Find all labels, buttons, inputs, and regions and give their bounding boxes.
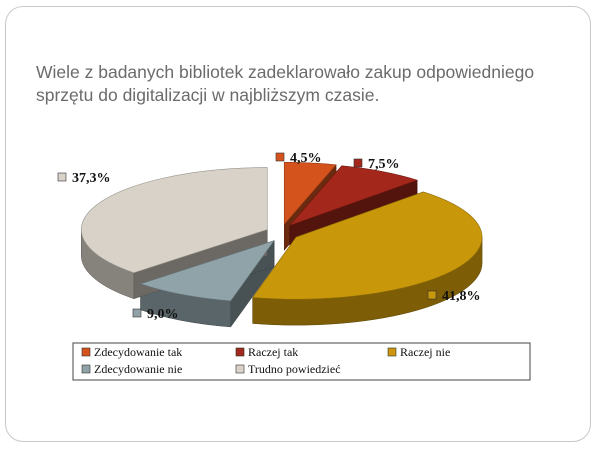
data-label-marker-zdecydowanie-tak: [275, 152, 285, 162]
slide-title: Wiele z badanych bibliotek zadeklarowało…: [36, 62, 535, 105]
legend-entry-zdecydowanie-tak: Zdecydowanie tak: [94, 345, 182, 359]
data-label-zdecydowanie-tak: 4,5%: [290, 151, 322, 166]
legend-swatch-zdecydowanie-tak: [81, 347, 91, 357]
pie-labels: 4,5% 7,5% 41,8% 9,0% 37,3%: [57, 151, 481, 322]
data-label-zdecydowanie-nie: 9,0%: [147, 307, 179, 322]
legend-box: [72, 342, 531, 381]
legend-swatch-zdecydowanie-nie: [81, 364, 91, 374]
legend-entry-trudno-powiedziec: Trudno powiedzieć: [248, 362, 341, 376]
legend-swatch-raczej-nie: [387, 347, 397, 357]
pie-slice-raczej-nie: [252, 191, 483, 300]
data-label-marker-raczej-tak: [353, 158, 363, 168]
pie-slice-zdecydowanie-tak: [283, 161, 337, 226]
data-label-raczej-nie: 41,8%: [442, 289, 481, 304]
legend-swatch-trudno-powiedziec: [235, 364, 245, 374]
legend-swatch-raczej-tak: [235, 347, 245, 357]
legend-entry-raczej-nie: Raczej nie: [400, 345, 450, 359]
legend-entry-raczej-tak: Raczej tak: [248, 345, 298, 359]
pie-tops: [80, 161, 483, 302]
data-label-raczej-tak: 7,5%: [368, 157, 400, 172]
data-label-marker-raczej-nie: [427, 290, 437, 300]
legend-entry-zdecydowanie-nie: Zdecydowanie nie: [94, 362, 182, 376]
data-label-trudno-powiedziec: 37,3%: [72, 171, 111, 186]
legend: Zdecydowanie tak Raczej tak Raczej nie Zdec…: [81, 345, 450, 376]
pie-slice-trudno-powiedziec: [80, 167, 268, 274]
pie-slice-raczej-tak: [288, 165, 419, 227]
data-label-marker-trudno-powiedziec: [57, 172, 67, 182]
pie-slice-zdecydowanie-nie: [139, 240, 275, 302]
data-label-marker-zdecydowanie-nie: [132, 308, 142, 318]
